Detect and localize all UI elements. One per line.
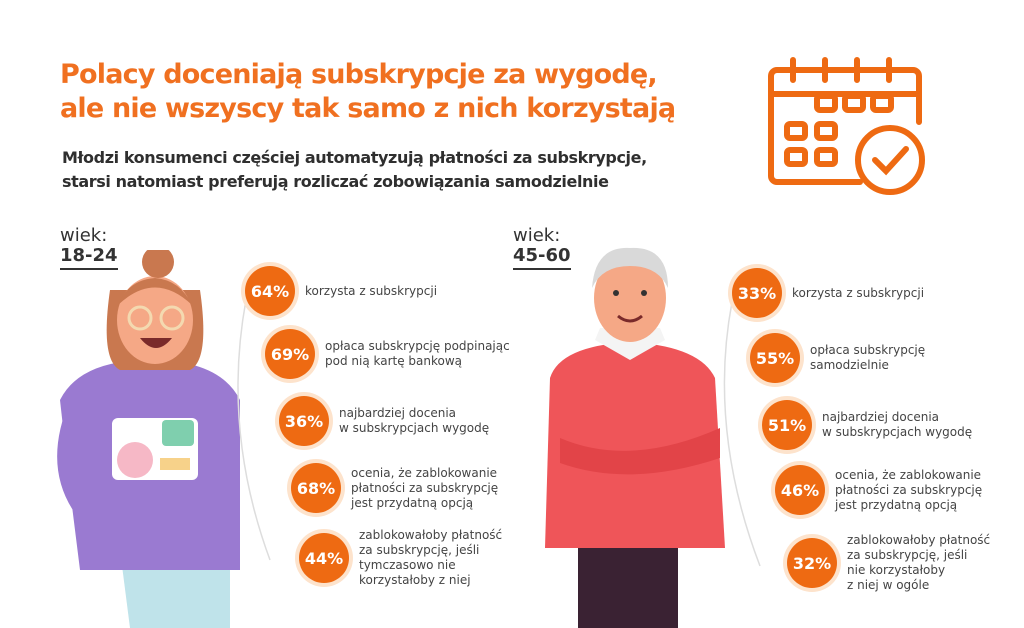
stat-description: najbardziej docenia w subskrypcjach wygo… — [339, 406, 490, 435]
stat-description: opłaca subskrypcję podpinając pod nią ka… — [325, 339, 510, 368]
older-man-illustration — [545, 247, 725, 628]
stat-item: 64% korzysta z subskrypcji — [245, 266, 437, 316]
age-value: 18-24 — [60, 246, 118, 270]
page-title: Polacy doceniają subskrypcje za wygodę, a… — [60, 58, 676, 126]
title-line-1: Polacy doceniają subskrypcje za wygodę, — [60, 59, 658, 90]
stat-item: 44% zablokowałoby płatność za subskrypcję… — [299, 528, 502, 588]
stat-value-circle: 64% — [245, 266, 295, 316]
stat-value-circle: 46% — [775, 465, 825, 515]
age-label: wiek: — [60, 225, 108, 246]
age-group-young: wiek: 18-24 — [60, 226, 118, 270]
stat-value-circle: 36% — [279, 396, 329, 446]
stat-description: zablokowałoby płatność za subskrypcję, j… — [359, 528, 503, 587]
age-value: 45-60 — [513, 246, 571, 270]
stat-description: zablokowałoby płatność za subskrypcję, j… — [847, 533, 991, 592]
title-line-2: ale nie wszyscy tak samo z nich korzysta… — [60, 93, 676, 124]
stat-description: korzysta z subskrypcji — [305, 283, 438, 298]
stat-value-circle: 44% — [299, 533, 349, 583]
page-subtitle: Młodzi konsumenci częściej automatyzują … — [62, 146, 647, 194]
stat-description: najbardziej docenia w subskrypcjach wygo… — [822, 410, 973, 439]
stat-item: 51% najbardziej docenia w subskrypcjach w… — [762, 400, 972, 450]
stat-value-circle: 68% — [291, 463, 341, 513]
stat-item: 55% opłaca subskrypcję samodzielnie — [750, 333, 925, 383]
stat-description: opłaca subskrypcję samodzielnie — [810, 343, 926, 372]
age-group-old: wiek: 45-60 — [513, 226, 571, 270]
stat-value-circle: 51% — [762, 400, 812, 450]
calendar-check-icon — [768, 57, 925, 195]
stat-item: 32% zablokowałoby płatność za subskrypcję… — [787, 533, 990, 593]
stat-item: 46% ocenia, że zablokowanie płatności za … — [775, 465, 982, 515]
stat-item: 68% ocenia, że zablokowanie płatności za … — [291, 463, 498, 513]
young-woman-illustration — [57, 250, 240, 628]
stat-description: ocenia, że zablokowanie płatności za sub… — [351, 465, 499, 510]
stat-value-circle: 55% — [750, 333, 800, 383]
stat-value-circle: 32% — [787, 538, 837, 588]
stat-item: 69% opłaca subskrypcję podpinając pod nią… — [265, 329, 510, 379]
stat-item: 33% korzysta z subskrypcji — [732, 268, 924, 318]
stat-description: ocenia, że zablokowanie płatności za sub… — [835, 467, 983, 512]
age-label: wiek: — [513, 225, 561, 246]
stat-item: 36% najbardziej docenia w subskrypcjach w… — [279, 396, 489, 446]
stat-description: korzysta z subskrypcji — [792, 285, 925, 300]
stat-value-circle: 33% — [732, 268, 782, 318]
subtitle-line-1: Młodzi konsumenci częściej automatyzują … — [62, 148, 647, 167]
subtitle-line-2: starsi natomiast preferują rozliczać zob… — [62, 172, 609, 191]
stat-value-circle: 69% — [265, 329, 315, 379]
